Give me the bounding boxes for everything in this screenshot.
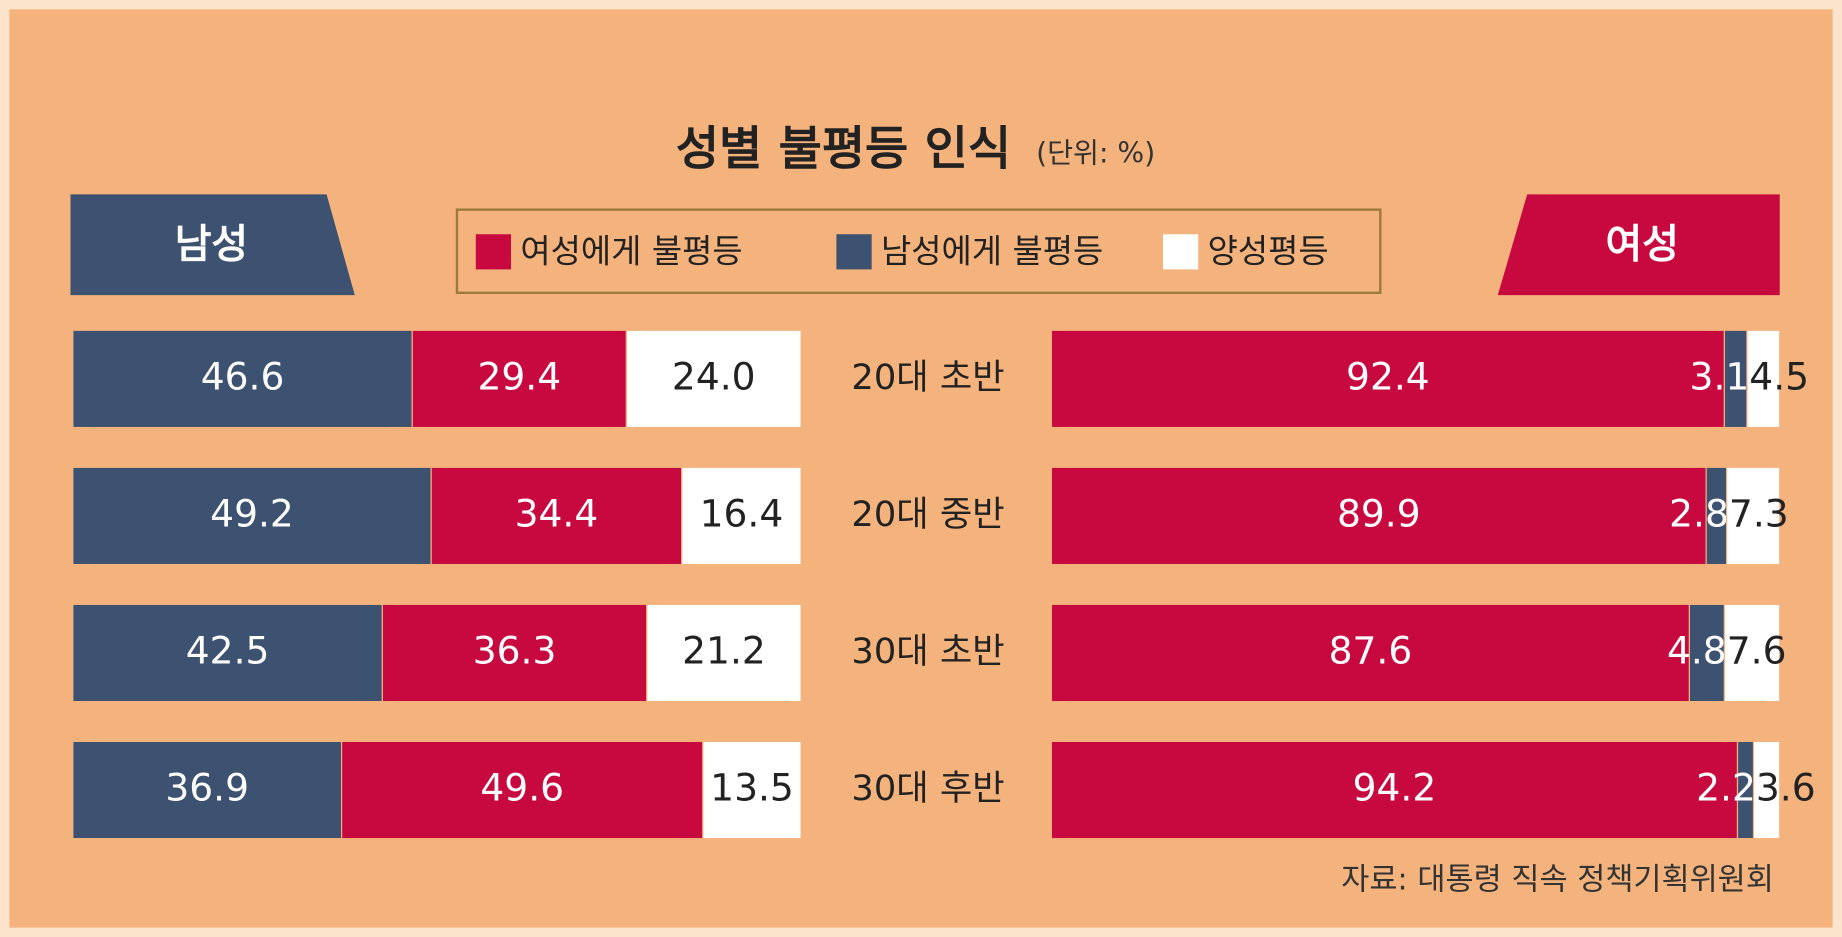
legend-swatch xyxy=(1162,234,1199,270)
value-label: 36.3 xyxy=(473,629,557,673)
bar-segment xyxy=(1725,466,1781,566)
bar-segment xyxy=(1050,603,1691,703)
bar-segment xyxy=(625,329,802,429)
value-label: 16.4 xyxy=(700,491,784,535)
value-label: 13.5 xyxy=(710,766,794,810)
value-label: 3.1 xyxy=(1690,354,1750,398)
category-label: 30대 초반 xyxy=(851,631,1004,672)
value-label: 46.6 xyxy=(201,354,285,398)
legend-box xyxy=(455,208,1382,294)
value-label: 92.4 xyxy=(1346,354,1430,398)
value-label: 42.5 xyxy=(186,629,270,673)
bar-segment xyxy=(72,466,432,566)
bar-segment xyxy=(381,603,648,703)
value-label: 89.9 xyxy=(1337,491,1421,535)
value-label: 21.2 xyxy=(682,629,766,673)
value-label: 29.4 xyxy=(477,354,561,398)
bar-segment xyxy=(72,740,343,840)
value-label: 7.6 xyxy=(1727,629,1787,673)
value-label: 4.5 xyxy=(1749,354,1809,398)
source: 자료: 대통령 직속 정책기획위원회 xyxy=(1341,862,1774,897)
value-label: 4.8 xyxy=(1667,629,1727,673)
panel-title: 여성 xyxy=(1606,222,1679,268)
chart-title: 성별 불평등 인식 xyxy=(676,122,1011,177)
bar-segment xyxy=(1688,603,1725,703)
value-label: 24.0 xyxy=(672,354,756,398)
panel-tab xyxy=(1497,194,1780,296)
legend-swatch xyxy=(836,234,872,270)
bar-segment xyxy=(341,740,704,840)
value-label: 49.6 xyxy=(480,766,564,810)
value-label: 2.2 xyxy=(1696,766,1756,810)
bar-segment xyxy=(702,740,802,840)
legend-label: 여성에게 불평등 xyxy=(520,233,742,271)
category-label: 20대 초반 xyxy=(851,357,1004,398)
bar-segment xyxy=(1050,740,1739,840)
bar-segment xyxy=(1752,740,1781,840)
bar-segment xyxy=(1746,329,1781,429)
value-label: 87.6 xyxy=(1329,629,1413,673)
value-label: 2.8 xyxy=(1669,491,1729,535)
legend-label: 남성에게 불평등 xyxy=(881,233,1103,271)
category-label: 20대 중반 xyxy=(851,494,1004,535)
bar-segment xyxy=(411,329,627,429)
value-label: 7.3 xyxy=(1729,491,1789,535)
bar-segment xyxy=(1050,466,1707,566)
value-label: 34.4 xyxy=(515,491,599,535)
panel-tab xyxy=(70,194,355,296)
panel-title: 남성 xyxy=(175,222,248,268)
value-label: 36.9 xyxy=(165,766,249,810)
value-label: 49.2 xyxy=(210,491,294,535)
legend-swatch xyxy=(475,234,512,270)
bar-segment xyxy=(646,603,802,703)
bar-segment xyxy=(72,603,383,703)
bar-segment xyxy=(681,466,802,566)
unit-label: (단위: %) xyxy=(1036,137,1155,170)
category-label: 30대 후반 xyxy=(851,768,1004,809)
value-label: 3.6 xyxy=(1756,766,1816,810)
bar-segment xyxy=(1050,329,1725,429)
bar-segment xyxy=(430,466,683,566)
legend-label: 양성평등 xyxy=(1208,233,1329,271)
bar-segment xyxy=(1723,603,1781,703)
value-label: 94.2 xyxy=(1353,766,1437,810)
